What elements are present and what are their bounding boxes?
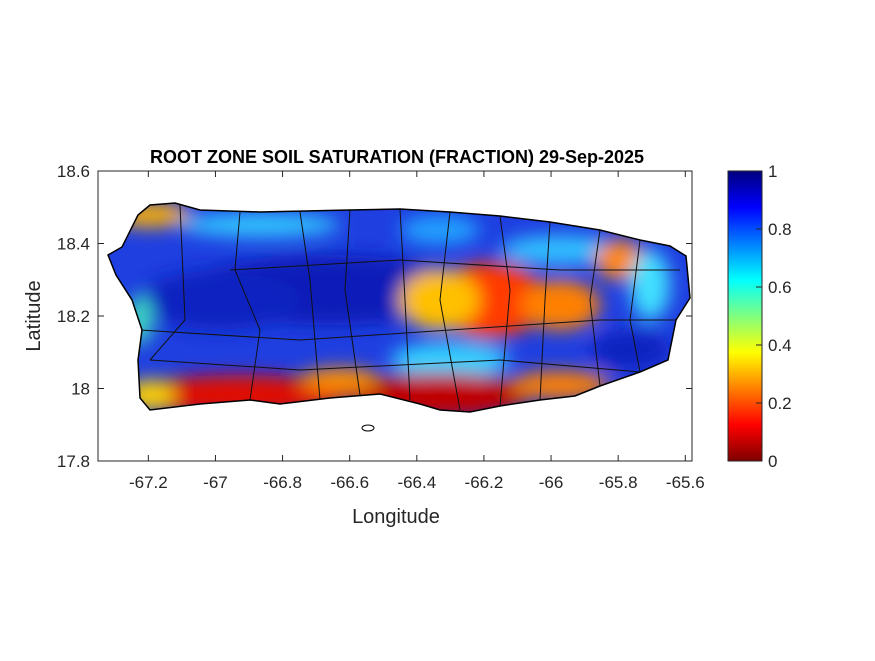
saturation-region	[590, 330, 670, 370]
saturation-region	[140, 270, 300, 330]
x-tick-label: -65.8	[599, 473, 638, 492]
saturation-region	[390, 342, 510, 378]
colorbar-tick-label: 0.8	[768, 220, 792, 239]
saturation-region	[400, 215, 480, 245]
y-axis-label: Latitude	[23, 280, 45, 351]
saturation-region	[510, 371, 610, 399]
colorbar	[727, 170, 763, 462]
saturation-region	[300, 368, 380, 392]
y-tick-label: 18.2	[57, 307, 90, 326]
saturation-region	[500, 235, 620, 265]
x-tick-label: -67	[203, 473, 228, 492]
saturation-region	[128, 295, 152, 345]
x-tick-label: -66.2	[465, 473, 504, 492]
soil-saturation-map	[107, 202, 691, 432]
colorbar-tick-label: 0.2	[768, 394, 792, 413]
y-tick-label: 18.4	[57, 235, 90, 254]
saturation-region	[180, 213, 340, 237]
chart-title: ROOT ZONE SOIL SATURATION (FRACTION) 29-…	[150, 147, 644, 167]
x-axis-label: Longitude	[352, 506, 440, 528]
saturation-region	[110, 203, 190, 227]
y-axis: 17.8 18 18.2 18.4 18.6	[57, 162, 692, 471]
y-tick-label: 18	[71, 380, 90, 399]
saturation-region	[520, 280, 600, 330]
x-tick-label: -66	[539, 473, 564, 492]
x-tick-label: -66.8	[263, 473, 302, 492]
colorbar-tick-label: 0	[768, 452, 777, 471]
y-tick-label: 17.8	[57, 452, 90, 471]
colorbar-tick-label: 1	[768, 162, 777, 181]
x-tick-label: -65.6	[666, 473, 705, 492]
x-tick-label: -66.6	[330, 473, 369, 492]
island-outline	[107, 202, 691, 413]
colorbar-ticks: 0 0.2 0.4 0.6 0.8 1	[756, 162, 792, 471]
saturation-region	[125, 380, 175, 410]
municipal-boundaries	[139, 204, 680, 411]
x-tick-label: -67.2	[129, 473, 168, 492]
small-island	[361, 424, 375, 432]
saturation-region	[630, 250, 670, 320]
colorbar-tick-label: 0.6	[768, 278, 792, 297]
y-tick-label: 18.6	[57, 162, 90, 181]
x-tick-label: -66.4	[397, 473, 436, 492]
x-axis: -67.2 -67 -66.8 -66.6 -66.4 -66.2 -66 -65.8 -65.…	[129, 171, 705, 492]
colorbar-tick-label: 0.4	[768, 336, 792, 355]
